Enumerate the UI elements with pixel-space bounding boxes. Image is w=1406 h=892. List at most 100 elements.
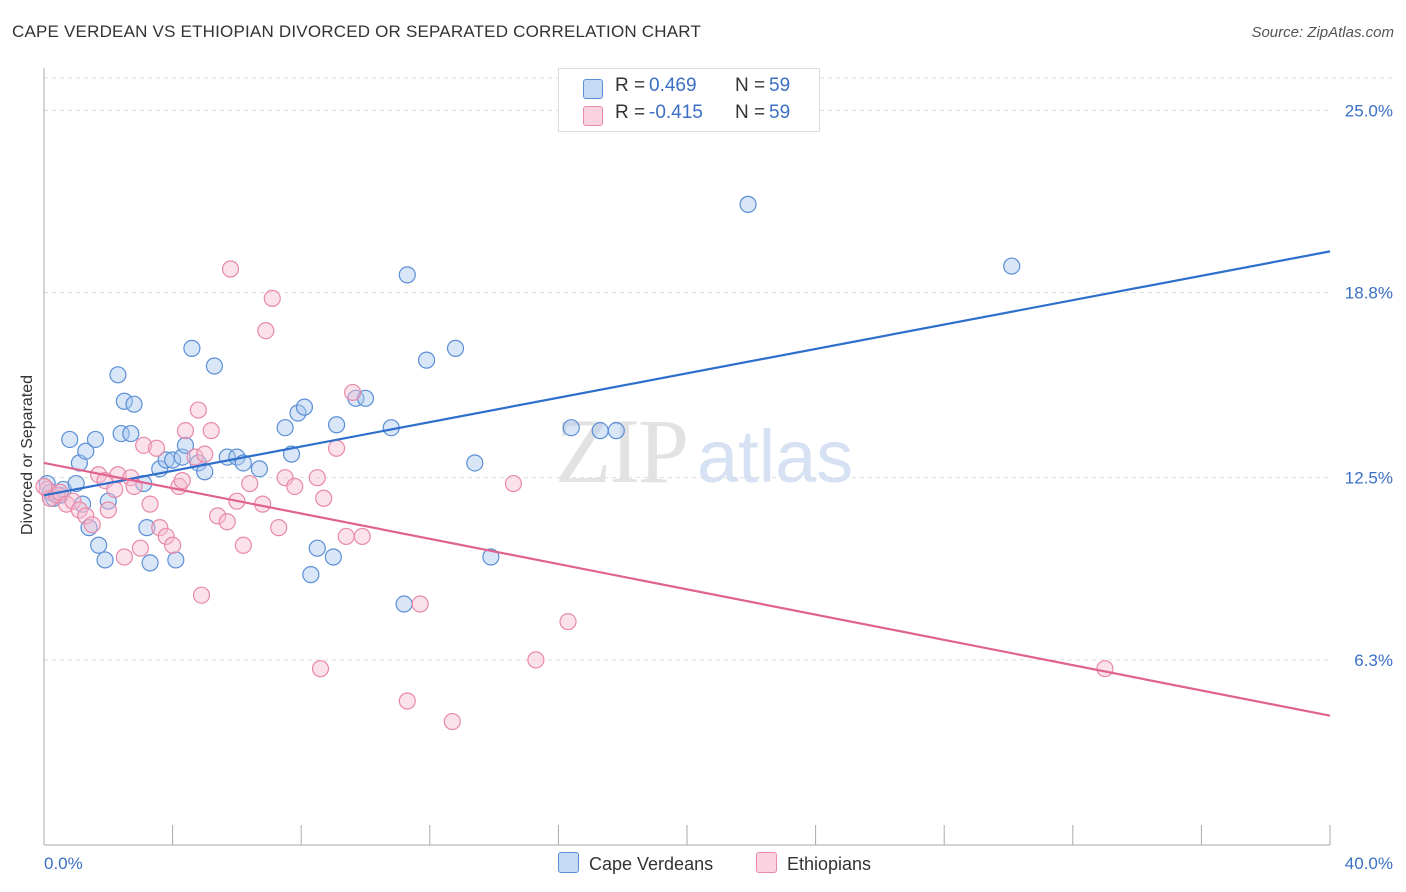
cape-verdean-point — [466, 454, 484, 472]
cape-verdean-point — [109, 366, 127, 384]
ethiopian-point — [202, 422, 220, 440]
y-tick-label: 12.5% — [1345, 469, 1393, 488]
ethiopian-point — [257, 322, 275, 340]
ethiopian-point — [64, 492, 82, 510]
ethiopian-point — [234, 536, 252, 554]
cape-verdean-point — [739, 195, 757, 213]
ethiopian-point — [99, 501, 117, 519]
ethiopian-point — [327, 439, 346, 457]
watermark: ZIP atlas — [555, 398, 853, 504]
legend-r-label: R = — [615, 102, 646, 123]
legend-n-label: N = — [735, 75, 766, 96]
cape-verdean-point — [183, 339, 201, 357]
legend-label-cape-verdeans: Cape Verdeans — [589, 854, 714, 874]
ethiopian-point — [218, 513, 236, 531]
cape-verdean-point — [324, 548, 342, 566]
ethiopian-point — [131, 539, 150, 557]
ethiopian-point — [504, 474, 522, 493]
y-tick-label: 6.3% — [1354, 651, 1393, 670]
cape-verdean-point — [308, 539, 326, 557]
cape-verdean-point — [250, 460, 269, 478]
ethiopian-point — [443, 712, 461, 731]
x-tick-label: 40.0% — [1345, 854, 1393, 873]
cape-verdean-point — [96, 551, 114, 569]
ethiopian-point — [263, 289, 281, 308]
ethiopian-point — [35, 477, 53, 496]
legend-swatch-blue — [583, 79, 603, 99]
ethiopian-point — [83, 516, 101, 534]
cape-verdean-point — [112, 424, 130, 443]
ethiopian-point — [157, 527, 175, 546]
ethiopian-point — [270, 519, 288, 537]
ethiopian-point — [176, 422, 195, 440]
legend-item-cape-verdeans: Cape Verdeans — [558, 852, 713, 875]
ethiopian-point — [115, 548, 133, 566]
ethiopian-point — [151, 519, 169, 537]
x-tick-label: 0.0% — [44, 854, 83, 873]
cape-verdean-point — [327, 416, 346, 434]
cape-verdean-trend-line — [43, 250, 1331, 497]
ethiopian-point — [209, 507, 227, 525]
legend-swatch-blue — [558, 852, 579, 873]
ethiopian-point — [286, 477, 304, 496]
ethiopian-point — [186, 448, 204, 466]
cape-verdean-point — [607, 422, 625, 440]
cape-verdean-point — [138, 519, 156, 537]
ethiopian-point — [337, 527, 355, 546]
cape-verdean-point — [295, 398, 314, 416]
cape-verdean-point — [176, 436, 195, 454]
chart-title: CAPE VERDEAN VS ETHIOPIAN DIVORCED OR SE… — [12, 22, 702, 41]
cape-verdean-point — [125, 395, 143, 413]
cape-verdean-point — [289, 404, 307, 422]
cape-verdean-point — [205, 357, 223, 375]
watermark-zip: ZIP — [555, 400, 689, 502]
ethiopian-point — [221, 260, 240, 278]
cape-verdean-point — [395, 595, 413, 613]
cape-verdean-point — [1003, 257, 1021, 275]
ethiopian-point — [527, 651, 545, 669]
source-note: Source: ZipAtlas.com — [1251, 24, 1394, 41]
ethiopian-point — [311, 660, 330, 678]
y-tick-label: 25.0% — [1345, 101, 1393, 120]
ethiopian-point — [135, 436, 153, 454]
cape-verdean-point — [86, 430, 105, 449]
ethiopian-point — [308, 469, 326, 487]
ethiopian-point — [344, 383, 362, 402]
legend-swatch-pink — [583, 106, 603, 126]
ethiopian-point — [559, 613, 577, 631]
ethiopian-point — [147, 439, 166, 457]
ethiopian-point — [196, 445, 214, 463]
cape-verdean-point — [398, 266, 416, 284]
cape-verdean-point — [417, 351, 436, 369]
ethiopian-point — [241, 474, 259, 493]
ethiopian-point — [353, 527, 371, 546]
legend-item-ethiopians: Ethiopians — [756, 852, 871, 875]
cape-verdean-point — [302, 566, 320, 584]
watermark-atlas: atlas — [697, 415, 854, 498]
cape-verdean-point — [122, 424, 140, 443]
legend-n-value: 59 — [769, 75, 791, 96]
legend-n-label: N = — [735, 102, 766, 123]
cape-verdean-point — [591, 422, 609, 440]
ethiopian-point — [141, 495, 159, 513]
ethiopian-point — [1096, 660, 1114, 678]
legend-r-value: -0.415 — [649, 102, 703, 123]
ethiopian-point — [192, 586, 211, 604]
cape-verdean-point — [446, 339, 465, 357]
cape-verdean-point — [90, 536, 108, 554]
ethiopian-point — [77, 507, 95, 525]
ethiopian-point — [411, 595, 429, 613]
cape-verdean-point — [276, 419, 294, 437]
ethiopian-trend-line — [43, 461, 1331, 717]
cape-verdean-point — [141, 554, 159, 572]
legend-r-value: 0.469 — [649, 75, 697, 96]
legend-n-value: 59 — [769, 102, 791, 123]
cape-verdean-point — [115, 392, 133, 410]
cape-verdean-point — [164, 451, 182, 469]
ethiopian-point — [164, 536, 182, 554]
ethiopian-point — [398, 692, 416, 710]
ethiopian-point — [315, 489, 333, 507]
cape-verdean-point — [562, 419, 580, 437]
legend-label-ethiopians: Ethiopians — [787, 854, 872, 874]
